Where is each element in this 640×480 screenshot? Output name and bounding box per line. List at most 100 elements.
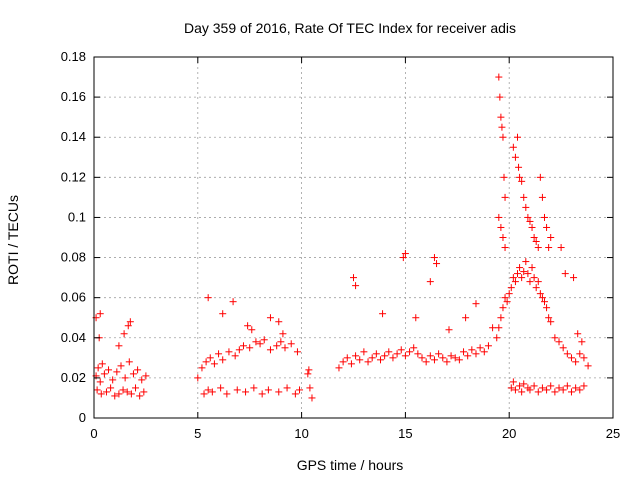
data-point [493, 334, 501, 342]
data-point [545, 244, 553, 252]
x-tick-label: 0 [90, 426, 97, 441]
data-point [418, 354, 426, 362]
data-point [532, 238, 540, 246]
data-point [532, 284, 540, 292]
data-point [507, 284, 515, 292]
data-point [339, 358, 347, 366]
data-point [570, 274, 578, 282]
data-point [499, 133, 507, 141]
data-point [121, 374, 129, 382]
data-point [505, 290, 513, 298]
data-point [215, 350, 223, 358]
data-point [235, 346, 243, 354]
data-point [305, 366, 313, 374]
data-point [296, 386, 304, 394]
data-point [497, 113, 505, 121]
data-point [559, 344, 567, 352]
data-point [414, 350, 422, 358]
data-point [138, 376, 146, 384]
data-point [518, 177, 526, 185]
data-point [524, 270, 532, 278]
data-point [242, 388, 250, 396]
data-point [534, 244, 542, 252]
data-point [223, 390, 231, 398]
data-point [266, 346, 274, 354]
data-point [335, 364, 343, 372]
x-tick-label: 20 [502, 426, 516, 441]
y-tick-label: 0.1 [68, 209, 86, 224]
data-point [497, 223, 505, 231]
data-point [132, 384, 140, 392]
data-point [233, 386, 241, 394]
data-point [496, 93, 504, 101]
data-point [275, 388, 283, 396]
data-point [499, 234, 507, 241]
data-point [399, 254, 407, 262]
data-point [142, 372, 150, 380]
data-point [559, 386, 567, 394]
data-point [200, 390, 208, 398]
data-point [258, 390, 266, 398]
data-point [397, 346, 405, 354]
data-point [518, 388, 526, 396]
data-point [107, 384, 115, 392]
data-point [426, 352, 434, 360]
data-point [115, 390, 123, 398]
data-point [509, 274, 517, 282]
y-tick-label: 0.16 [61, 89, 86, 104]
data-point [229, 298, 237, 306]
data-point [516, 173, 524, 181]
data-point [401, 352, 409, 360]
data-point [584, 362, 592, 370]
data-point [433, 260, 441, 268]
data-point [551, 334, 559, 342]
data-point [543, 223, 551, 231]
data-point [127, 390, 135, 398]
data-point [368, 354, 376, 362]
data-point [246, 344, 254, 352]
data-point [364, 358, 372, 366]
data-point [530, 234, 538, 241]
x-tick-label: 15 [398, 426, 412, 441]
data-point [509, 143, 517, 151]
data-point [105, 366, 113, 374]
data-point [422, 358, 430, 366]
data-point [385, 348, 393, 356]
data-point [275, 318, 283, 326]
data-point [260, 336, 268, 344]
data-point [94, 364, 102, 372]
data-point [520, 268, 528, 276]
data-point [281, 344, 289, 352]
data-point [277, 338, 285, 346]
data-point [451, 354, 459, 362]
data-point [113, 368, 121, 376]
data-point [480, 348, 488, 356]
data-point [572, 358, 580, 366]
data-point [231, 352, 239, 360]
data-point [520, 380, 528, 388]
data-point [543, 386, 551, 394]
data-point [343, 354, 351, 362]
y-tick-label: 0 [79, 410, 86, 425]
data-point [516, 264, 524, 272]
data-point [543, 304, 551, 312]
data-point [498, 123, 506, 131]
data-point [97, 390, 105, 398]
data-point [530, 274, 538, 282]
data-point [219, 310, 227, 318]
data-point [376, 356, 384, 364]
data-point [462, 314, 470, 322]
data-point [287, 340, 295, 348]
data-point [100, 370, 108, 378]
plot-frame [93, 56, 614, 419]
data-point [410, 344, 418, 352]
data-point [93, 386, 101, 394]
chart-title: Day 359 of 2016, Rate Of TEC Index for r… [184, 20, 516, 36]
data-point [202, 358, 210, 366]
data-point [350, 274, 357, 282]
x-tick-label: 25 [606, 426, 620, 441]
data-point [501, 193, 509, 201]
data-point [522, 258, 530, 266]
data-point [476, 344, 484, 352]
data-point [381, 352, 389, 360]
